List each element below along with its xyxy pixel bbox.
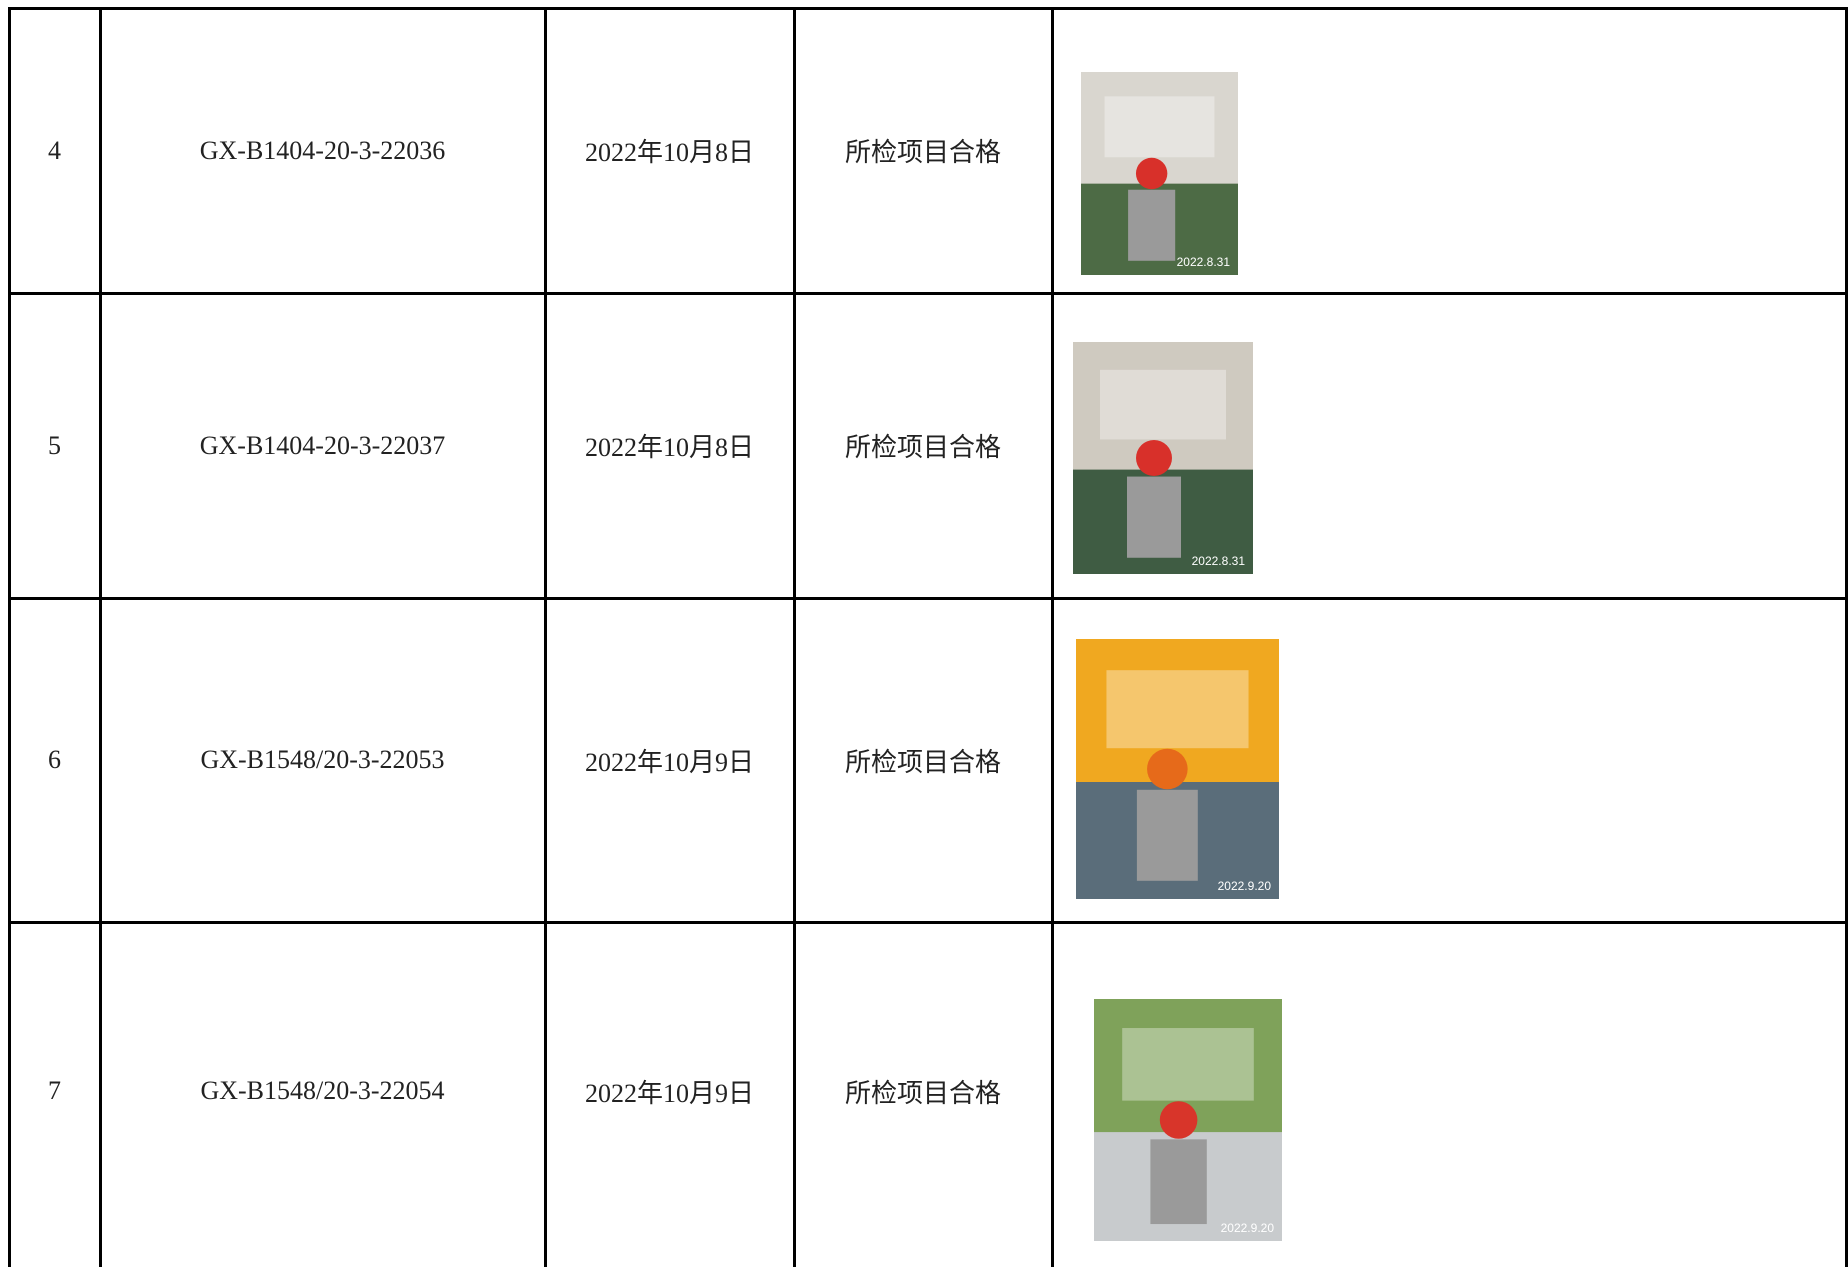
inspection-photo: 2022.8.31: [1081, 72, 1238, 275]
cell-result: 所检项目合格: [844, 138, 1001, 167]
cell-code: GX-B1404-20-3-22037: [199, 430, 446, 460]
cell-result: 所检项目合格: [844, 1078, 1001, 1108]
photo-date: 2022.9.20: [1217, 879, 1271, 893]
photo-image: [1081, 72, 1238, 275]
cell-code: GX-B1548/20-3-22054: [200, 1076, 445, 1105]
cell-date: 2022年10月8日: [584, 433, 754, 462]
row-border: [9, 292, 1848, 295]
cell-no: 4: [48, 135, 61, 165]
row-border: [9, 597, 1848, 600]
inspection-photo: 2022.9.20: [1076, 639, 1279, 899]
cell-code: GX-B1404-20-3-22036: [199, 135, 446, 165]
column-border: [1845, 7, 1848, 1267]
column-border: [1051, 7, 1054, 1267]
column-border: [544, 7, 547, 1267]
column-border: [793, 7, 796, 1267]
photo-image: [1094, 999, 1282, 1241]
cell-date: 2022年10月9日: [584, 747, 754, 777]
photo-image: [1073, 342, 1253, 574]
cell-date: 2022年10月8日: [584, 138, 754, 167]
photo-date: 2022.8.31: [1191, 554, 1245, 568]
photo-date: 2022.8.31: [1176, 255, 1230, 269]
column-border: [8, 7, 11, 1267]
cell-no: 6: [48, 745, 61, 774]
inspection-photo: 2022.8.31: [1073, 342, 1253, 574]
cell-no: 7: [48, 1076, 61, 1105]
photo-date: 2022.9.20: [1220, 1221, 1274, 1235]
cell-no: 5: [48, 430, 61, 460]
row-border: [9, 921, 1848, 924]
photo-image: [1076, 639, 1279, 899]
column-border: [99, 7, 102, 1267]
cell-result: 所检项目合格: [844, 433, 1001, 462]
inspection-photo: 2022.9.20: [1094, 999, 1282, 1241]
cell-result: 所检项目合格: [844, 747, 1001, 777]
row-border: [9, 7, 1848, 10]
cell-code: GX-B1548/20-3-22053: [200, 745, 445, 774]
cell-date: 2022年10月9日: [584, 1078, 754, 1108]
